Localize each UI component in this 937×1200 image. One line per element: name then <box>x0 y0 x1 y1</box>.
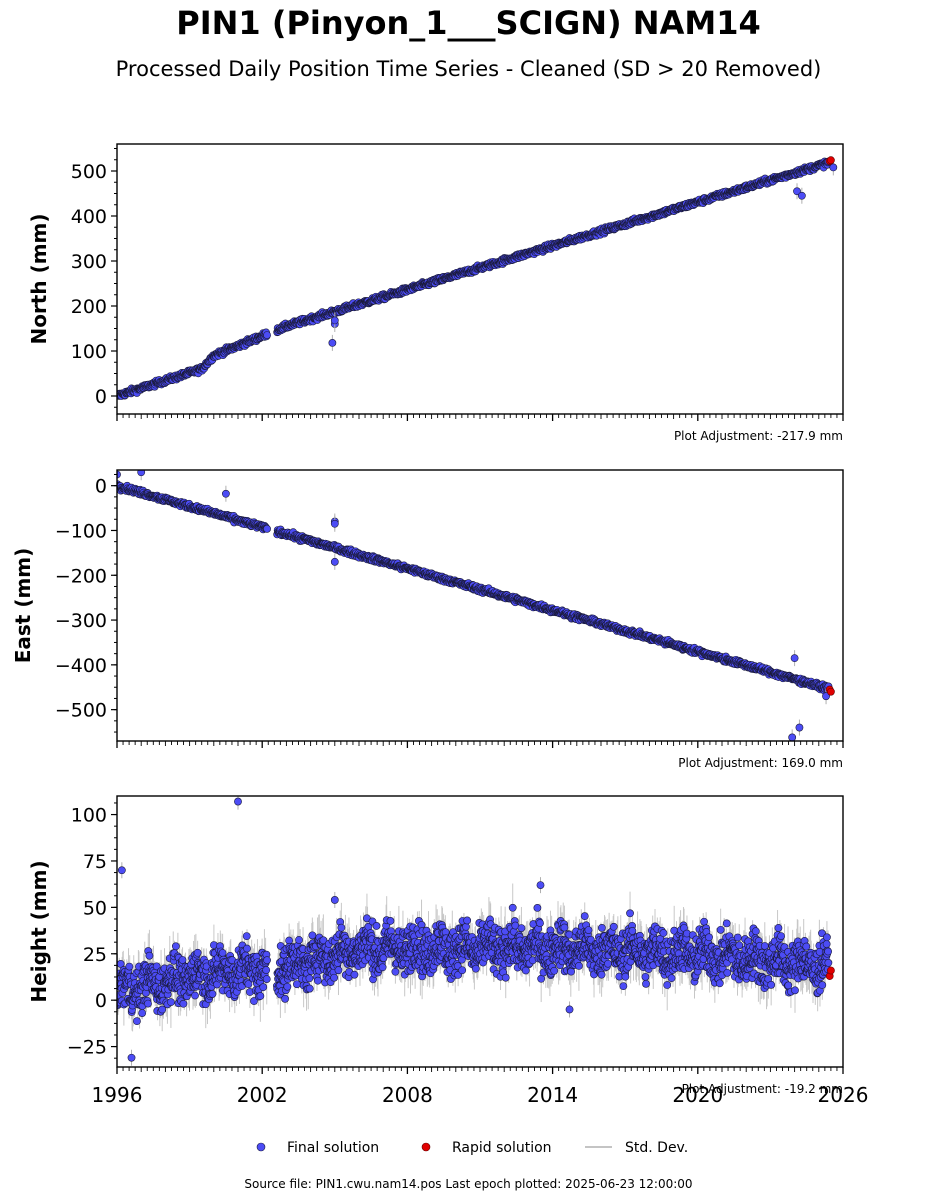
y-tick-label: 0 <box>95 386 107 408</box>
final-point-outlier <box>797 191 806 200</box>
final-point-outlier <box>330 316 339 325</box>
final-point-outlier <box>330 519 339 528</box>
y-tick-label: −200 <box>55 565 107 587</box>
chart-subtitle: Processed Daily Position Time Series - C… <box>115 57 822 81</box>
final-point-outlier <box>137 470 146 477</box>
rapid-point <box>827 687 835 696</box>
plot-area-height <box>117 796 835 1066</box>
final-point-outlier <box>328 338 337 347</box>
final-point-outlier <box>829 163 838 172</box>
y-tick-label: −300 <box>55 610 107 632</box>
y-tick-label: −500 <box>55 700 107 722</box>
axes-frame-north <box>116 143 844 415</box>
plot-area-east <box>117 470 835 741</box>
final-point-outlier <box>795 723 804 732</box>
panel-north: 0 100 200 300 400 500 North (mm) Plot Adjustmen… <box>27 143 844 443</box>
final-point-outlier <box>330 557 339 566</box>
y-tick-label: 500 <box>71 161 107 183</box>
y-tick-label: 400 <box>71 206 107 228</box>
rapid-point <box>827 156 835 165</box>
final-solution-points-east <box>117 480 833 696</box>
y-tick-label: 0 <box>95 476 107 498</box>
y-tick-label: 200 <box>71 296 107 318</box>
y-tick-label: −400 <box>55 655 107 677</box>
final-point <box>263 331 271 340</box>
plot-adjustment-label: Plot Adjustment: 169.0 mm <box>678 756 843 770</box>
y-axis-label: East (mm) <box>11 548 35 664</box>
final-point-outlier <box>221 489 230 498</box>
final-point-outlier <box>793 187 801 196</box>
panel-east: 0 −100 −200 −300 −400 −500 East (mm) Plot Adjus… <box>11 469 844 770</box>
plot-adjustment-label: Plot Adjustment: -217.9 mm <box>674 429 843 443</box>
final-point <box>263 524 271 533</box>
y-tick-label: 100 <box>71 341 107 363</box>
final-solution-points-north <box>117 157 833 400</box>
final-point-outlier <box>822 692 830 701</box>
axes-frame-east <box>116 469 844 742</box>
y-axis-label: North (mm) <box>27 213 51 344</box>
y-tick-label: 300 <box>71 251 107 273</box>
plot-area-north <box>117 156 838 400</box>
y-tick-label: −100 <box>55 520 107 542</box>
final-point-outlier <box>790 654 799 663</box>
final-point-outlier <box>788 733 797 741</box>
chart-title: PIN1 (Pinyon_1___SCIGN) NAM14 <box>176 4 761 42</box>
